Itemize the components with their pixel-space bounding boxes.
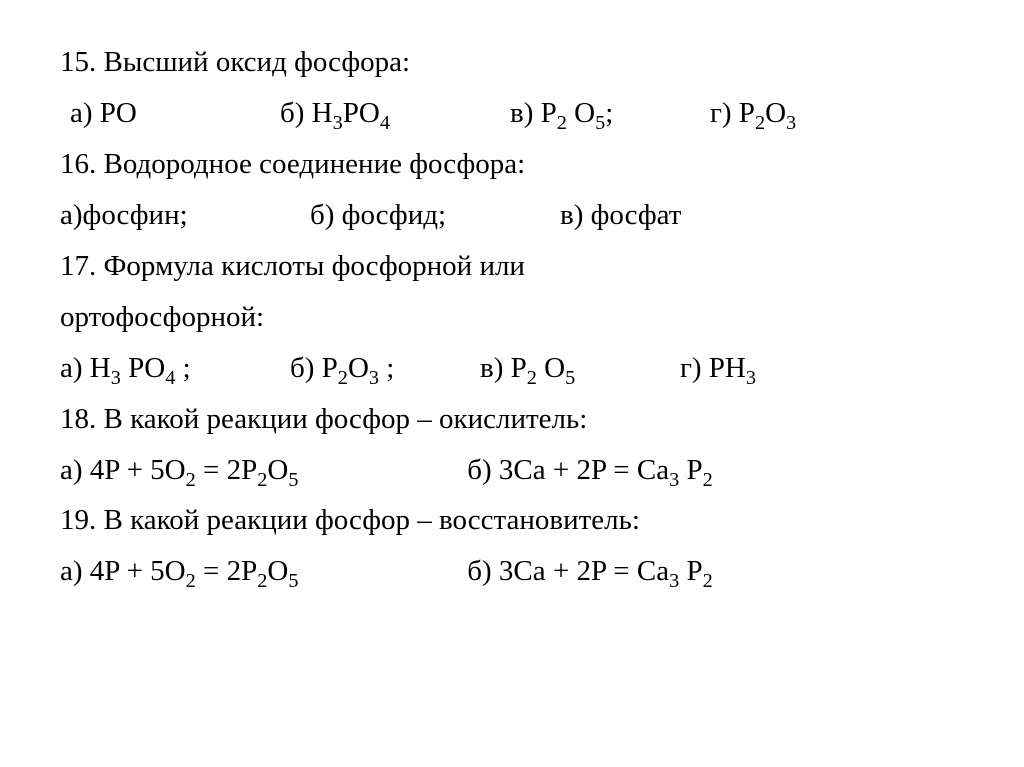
q17-option-d: г) PH3 [680, 346, 756, 391]
q19-prompt: 19. В какой реакции фосфор – восстановит… [60, 498, 964, 543]
q16-option-a: а)фосфин; [60, 193, 310, 238]
q17-option-c: в) P2 O5 [480, 346, 680, 391]
q15-option-d: г) P2O3 [710, 91, 796, 136]
quiz-slide: 15. Высший оксид фосфора: а) PO б) H3PO4… [0, 0, 1024, 640]
q19-options: а) 4P + 5O2 = 2P2O5 б) 3Ca + 2P = Ca3 P2 [60, 549, 964, 594]
q18-options: а) 4P + 5O2 = 2P2O5 б) 3Ca + 2P = Ca3 P2 [60, 448, 964, 493]
q15-options: а) PO б) H3PO4 в) P2 O5; г) P2O3 [60, 91, 964, 136]
q18-option-b: б) 3Ca + 2P = Ca3 P2 [467, 448, 713, 493]
q16-option-c: в) фосфат [560, 193, 681, 238]
q19-option-a: а) 4P + 5O2 = 2P2O5 [60, 549, 460, 594]
q18-option-a: а) 4P + 5O2 = 2P2O5 [60, 448, 460, 493]
q18-prompt: 18. В какой реакции фосфор – окислитель: [60, 397, 964, 442]
q17-prompt-line2: ортофосфорной: [60, 295, 964, 340]
q19-option-b: б) 3Ca + 2P = Ca3 P2 [467, 549, 713, 594]
q17-option-a: а) H3 PO4 ; [60, 346, 290, 391]
q17-option-b: б) P2O3 ; [290, 346, 480, 391]
q17-options: а) H3 PO4 ; б) P2O3 ; в) P2 O5 г) PH3 [60, 346, 964, 391]
q16-option-b: б) фосфид; [310, 193, 560, 238]
q17-prompt-line1: 17. Формула кислоты фосфорной или [60, 244, 964, 289]
q15-option-b: б) H3PO4 [280, 91, 510, 136]
q15-option-c: в) P2 O5; [510, 91, 710, 136]
q15-prompt: 15. Высший оксид фосфора: [60, 40, 964, 85]
q16-options: а)фосфин; б) фосфид; в) фосфат [60, 193, 964, 238]
q16-prompt: 16. Водородное соединение фосфора: [60, 142, 964, 187]
q15-option-a: а) PO [60, 91, 280, 136]
